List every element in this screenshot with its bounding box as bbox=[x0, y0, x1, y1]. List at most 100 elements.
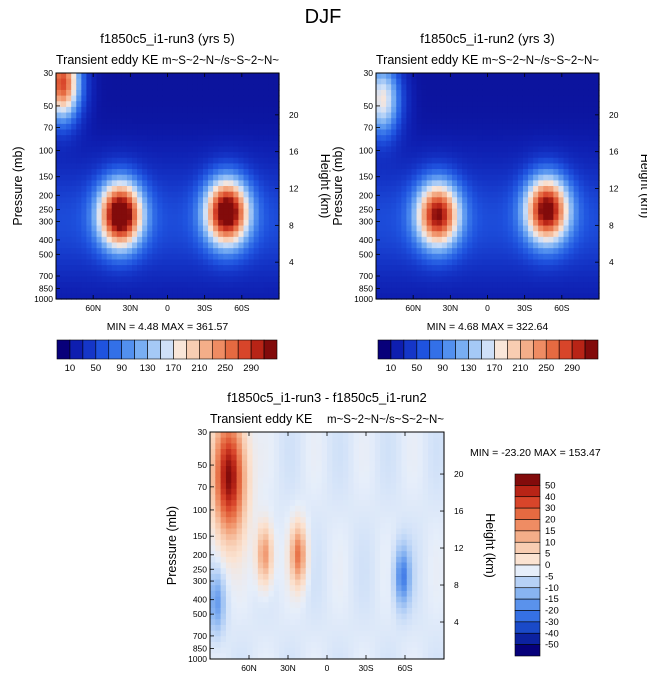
heatmap-cell bbox=[126, 276, 133, 283]
heatmap-cell bbox=[152, 129, 158, 136]
heatmap-cell bbox=[81, 157, 88, 164]
heatmap-cell bbox=[300, 539, 307, 547]
heatmap-cell bbox=[162, 123, 169, 131]
heatmap-cell bbox=[431, 118, 438, 125]
x-tick-label: 60N bbox=[85, 303, 101, 313]
heatmap-cell bbox=[126, 123, 133, 131]
heatmap-cell bbox=[202, 197, 209, 204]
heatmap-cell bbox=[327, 522, 333, 530]
heatmap-cell bbox=[197, 163, 204, 170]
heatmap-cell bbox=[457, 163, 463, 170]
heatmap-cell bbox=[233, 140, 240, 148]
heatmap-cell bbox=[502, 231, 509, 238]
heatmap-cell bbox=[111, 270, 118, 277]
heatmap-cell bbox=[558, 197, 565, 204]
heatmap-cell bbox=[411, 265, 418, 272]
heatmap-cell bbox=[258, 259, 265, 266]
heatmap-cell bbox=[252, 551, 259, 558]
heatmap-cell bbox=[467, 293, 473, 300]
heatmap-cell bbox=[162, 253, 169, 261]
heatmap-cell bbox=[66, 112, 72, 119]
heatmap-cell bbox=[507, 208, 514, 215]
heatmap-cell bbox=[157, 208, 164, 215]
heatmap-cell bbox=[257, 641, 264, 649]
heatmap-cell bbox=[421, 73, 428, 80]
heatmap-cell bbox=[583, 248, 590, 255]
heatmap-cell bbox=[321, 647, 328, 654]
heatmap-cell bbox=[578, 84, 585, 91]
heatmap-cell bbox=[573, 95, 580, 102]
heatmap-cell bbox=[111, 140, 118, 148]
heatmap-cell bbox=[233, 157, 240, 164]
heatmap-cell bbox=[380, 528, 387, 535]
heatmap-cell bbox=[132, 180, 138, 187]
heatmap-cell bbox=[126, 208, 133, 215]
heatmap-cell bbox=[213, 152, 219, 159]
heatmap-cell bbox=[252, 607, 259, 615]
heatmap-cell bbox=[284, 528, 291, 535]
heatmap-cell bbox=[462, 265, 468, 272]
heatmap-cell bbox=[273, 157, 280, 164]
heatmap-cell bbox=[86, 186, 93, 193]
heatmap-cell bbox=[252, 630, 259, 637]
heatmap-cell bbox=[76, 101, 82, 108]
heatmap-cell bbox=[66, 248, 72, 255]
heatmap-cell bbox=[157, 169, 164, 176]
heatmap-cell bbox=[472, 219, 478, 227]
heatmap-cell bbox=[497, 186, 504, 193]
heatmap-cell bbox=[497, 231, 504, 238]
heatmap-cell bbox=[522, 157, 529, 164]
heatmap-cell bbox=[497, 84, 504, 91]
heatmap-cell bbox=[116, 73, 123, 80]
heatmap-cell bbox=[321, 466, 328, 473]
heatmap-cell bbox=[126, 140, 133, 148]
heatmap-cell bbox=[482, 293, 489, 300]
heatmap-cell bbox=[517, 276, 524, 283]
heatmap-cell bbox=[391, 180, 397, 187]
heatmap-cell bbox=[268, 163, 275, 170]
heatmap-cell bbox=[327, 573, 333, 581]
heatmap-cell bbox=[268, 287, 275, 294]
heatmap-cell bbox=[192, 259, 199, 266]
heatmap-cell bbox=[263, 78, 270, 85]
heatmap-cell bbox=[311, 449, 317, 456]
heatmap-cell bbox=[548, 270, 554, 277]
heatmap-cell bbox=[472, 146, 478, 153]
heatmap-cell bbox=[305, 534, 312, 541]
heatmap-cell bbox=[192, 78, 199, 85]
heatmap-cell bbox=[543, 197, 549, 204]
heatmap-cell bbox=[210, 653, 216, 660]
heatmap-cell bbox=[228, 95, 234, 102]
heatmap-cell bbox=[126, 265, 133, 272]
heatmap-cell bbox=[543, 95, 549, 102]
heatmap-cell bbox=[502, 112, 509, 119]
heatmap-cell bbox=[142, 78, 148, 85]
heatmap-cell bbox=[116, 231, 123, 238]
heatmap-cell bbox=[507, 270, 514, 277]
heatmap-cell bbox=[56, 259, 62, 266]
heatmap-cell bbox=[248, 186, 255, 193]
heatmap-cell bbox=[305, 636, 312, 643]
heatmap-cell bbox=[348, 522, 355, 530]
heatmap-cell bbox=[421, 248, 428, 255]
heatmap-cell bbox=[238, 152, 245, 159]
heatmap-cell bbox=[106, 140, 113, 148]
heatmap-cell bbox=[332, 460, 339, 467]
heatmap-cell bbox=[342, 641, 349, 649]
heatmap-cell bbox=[126, 186, 133, 193]
heatmap-cell bbox=[172, 259, 179, 266]
heatmap-cell bbox=[162, 163, 169, 170]
heatmap-cell bbox=[446, 129, 453, 136]
heatmap-cell bbox=[172, 95, 179, 102]
heatmap-cell bbox=[273, 483, 280, 490]
heatmap-cell bbox=[300, 562, 307, 569]
heatmap-cell bbox=[512, 270, 519, 277]
heatmap-cell bbox=[231, 573, 238, 581]
heatmap-cell bbox=[268, 551, 275, 558]
heatmap-cell bbox=[477, 123, 484, 131]
heatmap-cell bbox=[406, 270, 413, 277]
heatmap-cell bbox=[61, 214, 67, 221]
heatmap-cell bbox=[380, 449, 387, 456]
heatmap-cell bbox=[295, 624, 302, 632]
heatmap-cell bbox=[177, 152, 184, 159]
